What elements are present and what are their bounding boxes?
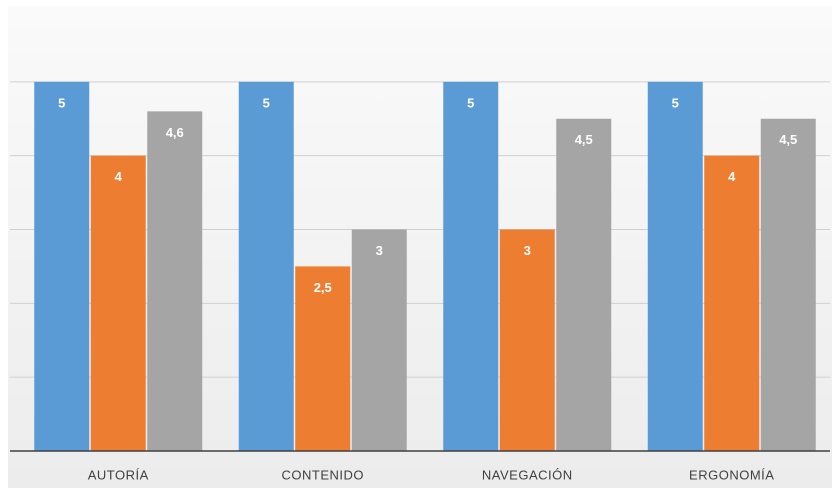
data-label: 4,5 xyxy=(575,132,593,147)
data-label: 5 xyxy=(672,95,679,110)
data-label: 5 xyxy=(263,95,270,110)
x-tick-label: AUTORÍA xyxy=(88,467,149,482)
data-label: 5 xyxy=(467,95,474,110)
data-label: 4 xyxy=(115,169,123,184)
bar xyxy=(443,81,499,451)
x-tick-label: NAVEGACIÓN xyxy=(482,467,573,482)
bar xyxy=(34,81,90,451)
data-label: 4,5 xyxy=(779,132,797,147)
bar xyxy=(556,118,612,451)
data-label: 4 xyxy=(728,169,736,184)
bar xyxy=(647,81,703,451)
bar xyxy=(295,266,351,451)
bar xyxy=(351,229,407,451)
data-label: 3 xyxy=(524,243,531,258)
bar xyxy=(90,155,146,451)
bar xyxy=(238,81,294,451)
bar xyxy=(499,229,555,451)
data-label: 5 xyxy=(58,95,65,110)
x-tick-label: CONTENIDO xyxy=(282,467,365,482)
bar xyxy=(760,118,816,451)
bar xyxy=(147,111,203,451)
data-label: 3 xyxy=(376,243,383,258)
x-tick-label: ERGONOMÍA xyxy=(689,467,774,482)
bar xyxy=(704,155,760,451)
data-label: 2,5 xyxy=(314,280,332,295)
data-label: 4,6 xyxy=(166,125,184,140)
